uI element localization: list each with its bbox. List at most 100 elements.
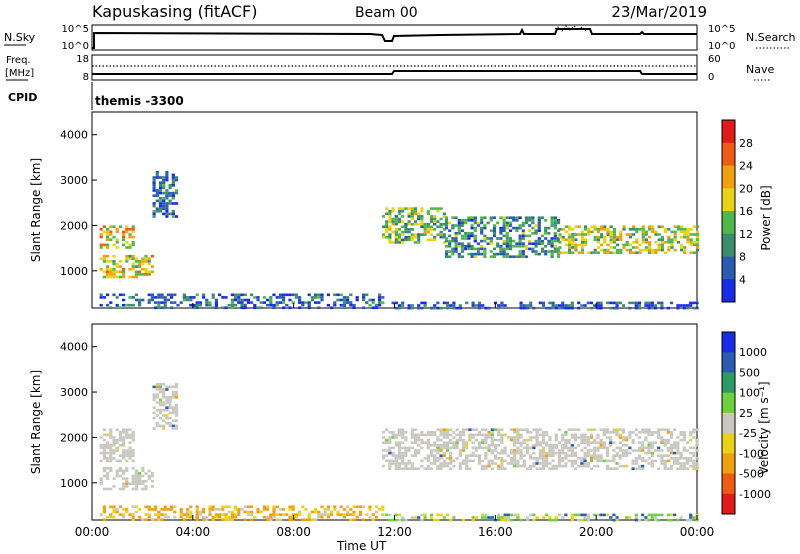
heatmap-cell: [503, 451, 507, 455]
heatmap-cell: [106, 254, 110, 258]
heatmap-cell: [673, 238, 677, 241]
heatmap-cell: [679, 438, 683, 442]
heatmap-cell: [429, 433, 434, 437]
heatmap-cell: [634, 462, 638, 465]
heatmap-cell: [125, 241, 129, 244]
heatmap-cell: [147, 515, 151, 519]
heatmap-cell: [541, 459, 546, 463]
heatmap-cell: [596, 513, 600, 517]
heatmap-cell: [417, 304, 421, 307]
heatmap-cell: [580, 304, 584, 307]
heatmap-cell: [481, 433, 485, 437]
heatmap-cell: [115, 446, 119, 450]
heatmap-cell: [131, 459, 135, 463]
heatmap-cell: [420, 438, 424, 442]
heatmap-cell: [522, 306, 526, 310]
heatmap-cell: [477, 304, 482, 307]
heatmap-cell: [580, 513, 584, 517]
heatmap-cell: [433, 454, 437, 457]
heatmap-cell: [221, 306, 225, 310]
heatmap-cell: [580, 433, 584, 437]
heatmap-cell: [397, 513, 402, 517]
heatmap-cell: [568, 251, 572, 254]
heatmap-cell: [404, 222, 408, 226]
heatmap-cell: [547, 239, 551, 243]
heatmap-cell: [436, 513, 440, 517]
heatmap-cell: [174, 396, 179, 399]
heatmap-cell: [388, 217, 392, 221]
heatmap-cell: [499, 229, 503, 232]
heatmap-cell: [589, 428, 594, 431]
heatmap-cell: [570, 451, 574, 455]
heatmap-cell: [577, 233, 581, 236]
heatmap-cell: [695, 441, 699, 444]
heatmap-cell: [102, 510, 106, 514]
heatmap-cell: [644, 436, 648, 439]
heatmap-cell: [580, 233, 584, 236]
heatmap-cell: [570, 433, 574, 437]
heatmap-cell: [679, 516, 683, 519]
heatmap-cell: [458, 438, 462, 442]
heatmap-cell: [499, 245, 503, 248]
heatmap-cell: [162, 186, 166, 190]
heatmap-cell: [564, 438, 568, 442]
heatmap-cell: [605, 428, 610, 431]
heatmap-cell: [410, 462, 414, 465]
heatmap-cell: [158, 210, 163, 213]
heatmap-cell: [618, 441, 622, 444]
heatmap-cell: [227, 505, 231, 509]
heatmap-cell: [599, 444, 603, 447]
heatmap-cell: [125, 451, 129, 455]
heatmap-cell: [513, 449, 517, 452]
heatmap-cell: [625, 444, 629, 447]
heatmap-cell: [433, 238, 437, 242]
heatmap-cell: [250, 505, 254, 509]
heatmap-cell: [436, 428, 440, 431]
heatmap-cell: [170, 505, 174, 509]
heatmap-cell: [641, 467, 645, 470]
heatmap-cell: [641, 431, 645, 434]
heatmap-cell: [513, 444, 517, 447]
heatmap-cell: [444, 255, 449, 258]
heatmap-cell: [102, 508, 106, 511]
heatmap-cell: [99, 257, 103, 261]
heatmap-cell: [666, 454, 670, 457]
heatmap-cell: [307, 518, 311, 522]
heatmap-cell: [548, 444, 552, 447]
heatmap-cell: [647, 513, 651, 517]
heatmap-cell: [667, 241, 671, 244]
heatmap-cell: [388, 449, 392, 452]
heatmap-cell: [564, 441, 568, 444]
heatmap-cell: [388, 215, 392, 218]
heatmap-cell: [669, 449, 674, 452]
heatmap-cell: [362, 505, 366, 509]
heatmap-cell: [680, 228, 684, 231]
heatmap-cell: [544, 232, 548, 235]
heatmap-cell: [125, 482, 129, 486]
heatmap-cell: [186, 510, 190, 514]
heatmap-cell: [570, 454, 574, 457]
x-tick-label: 20:00: [579, 525, 614, 539]
heatmap-cell: [433, 222, 437, 226]
heatmap-cell: [155, 401, 159, 404]
heatmap-cell: [644, 304, 648, 307]
heatmap-cell: [134, 510, 138, 514]
heatmap-cell: [115, 241, 119, 244]
heatmap-cell: [641, 230, 645, 234]
heatmap-cell: [685, 459, 690, 463]
heatmap-cell: [680, 246, 684, 249]
heatmap-cell: [663, 467, 667, 470]
heatmap-cell: [397, 220, 402, 223]
heatmap-cell: [426, 457, 430, 460]
heatmap-cell: [605, 459, 610, 463]
heatmap-cell: [648, 246, 652, 249]
heatmap-cell: [150, 298, 154, 302]
heatmap-cell: [122, 487, 126, 491]
heatmap-cell: [657, 246, 661, 249]
heatmap-cell: [102, 254, 106, 258]
heatmap-cell: [214, 513, 218, 516]
heatmap-cell: [682, 306, 686, 310]
heatmap-cell: [115, 270, 119, 274]
heatmap-cell: [307, 306, 311, 310]
heatmap-cell: [442, 451, 446, 455]
